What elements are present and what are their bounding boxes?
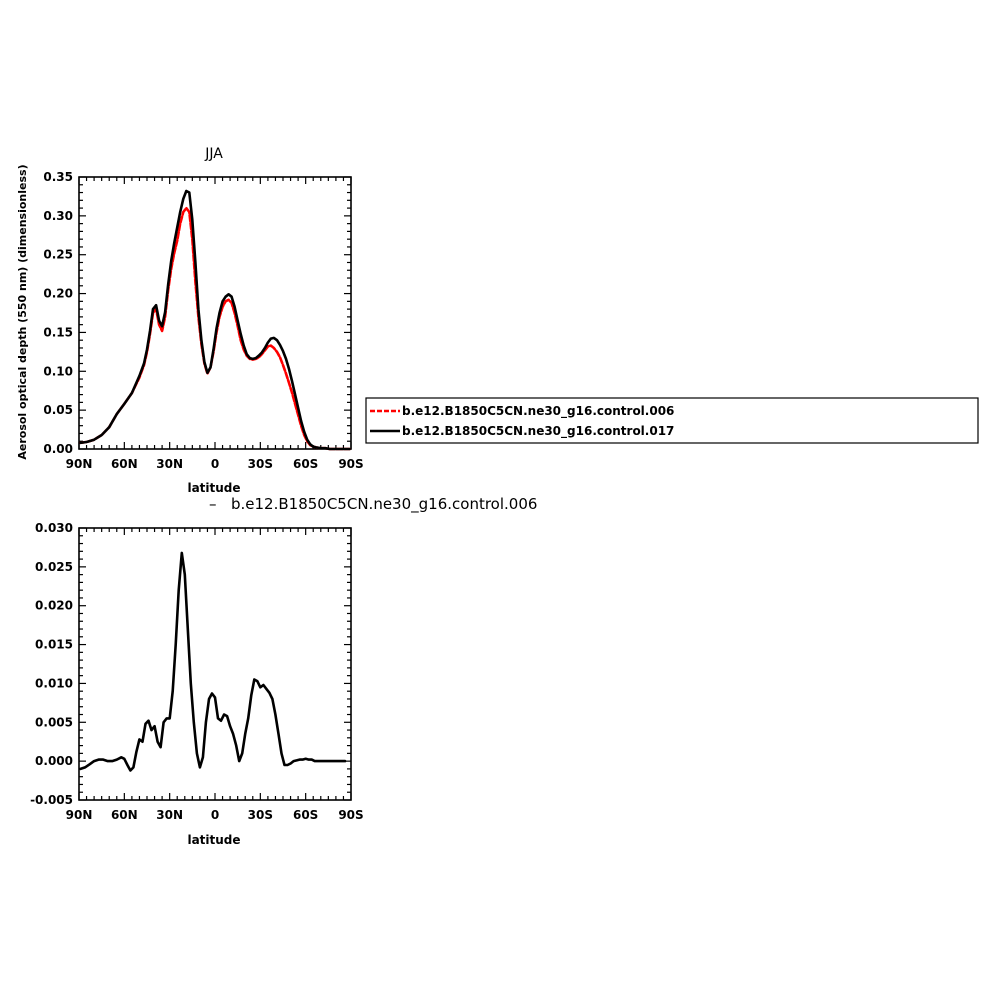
top-ytick-label: 0.15 xyxy=(43,325,73,339)
bottom-xtick-label: 60N xyxy=(111,808,138,822)
bottom-ytick-label: 0.010 xyxy=(35,676,73,690)
top-ytick-label: 0.05 xyxy=(43,403,73,417)
bottom-ytick-label: 0.005 xyxy=(35,715,73,729)
top-plot-area: 90N 60N 30N 0 30S 60S 90S 0.00 0.05 0.10 0.15 0.20 0… xyxy=(43,170,363,471)
bottom-xtick-label: 30S xyxy=(248,808,273,822)
bottom-ytick-label: 0.015 xyxy=(35,638,73,652)
legend-box xyxy=(365,397,979,444)
top-xtick-label: 90S xyxy=(338,457,363,471)
bottom-panel-title: b.e12.B1850C5CN.ne30_g16.control.006 xyxy=(231,495,537,514)
bottom-xtick-label: 90N xyxy=(66,808,93,822)
bottom-xtick-label: 30N xyxy=(156,808,183,822)
bottom-panel-title-dash: – xyxy=(209,495,217,513)
top-ytick-label: 0.20 xyxy=(43,287,73,301)
top-xtick-label: 30N xyxy=(156,457,183,471)
bottom-ytick-label: 0.030 xyxy=(35,521,73,535)
bottom-plot-area: 90N 60N 30N 0 30S 60S 90S -0.005 0.000 0.005 0.010… xyxy=(30,521,364,822)
bottom-series-line-difference xyxy=(79,551,347,772)
bottom-ytick-label: 0.020 xyxy=(35,599,73,613)
bottom-panel: – b.e12.B1850C5CN.ne30_g16.control.006 9… xyxy=(30,495,537,847)
top-xtick-label: 30S xyxy=(248,457,273,471)
top-xtick-label: 0 xyxy=(211,457,219,471)
top-xtick-label: 60S xyxy=(293,457,318,471)
top-ytick-label: 0.30 xyxy=(43,209,73,223)
legend-label-control-017: b.e12.B1850C5CN.ne30_g16.control.017 xyxy=(402,424,674,439)
top-series-line-017 xyxy=(79,189,351,451)
bottom-xtick-label: 0 xyxy=(211,808,219,822)
top-series-line-006 xyxy=(79,206,351,451)
top-panel-xlabel: latitude xyxy=(187,481,240,495)
bottom-ytick-label: -0.005 xyxy=(30,793,73,807)
legend-label-control-006: b.e12.B1850C5CN.ne30_g16.control.006 xyxy=(402,404,674,419)
bottom-panel-xlabel: latitude xyxy=(187,833,240,847)
top-ytick-label: 0.10 xyxy=(43,364,73,378)
bottom-ytick-label: 0.025 xyxy=(35,560,73,574)
legend: b.e12.B1850C5CN.ne30_g16.control.006 b.e… xyxy=(365,397,979,444)
top-ytick-label: 0.35 xyxy=(43,170,73,184)
top-xtick-label: 90N xyxy=(66,457,93,471)
top-ytick-label: 0.00 xyxy=(43,442,73,456)
top-panel-ylabel: Aerosol optical depth (550 nm) (dimensio… xyxy=(16,164,29,459)
bottom-xtick-label: 60S xyxy=(293,808,318,822)
bottom-ytick-label: 0.000 xyxy=(35,754,73,768)
bottom-xtick-label: 90S xyxy=(338,808,363,822)
top-ytick-label: 0.25 xyxy=(43,248,73,262)
top-panel: JJA 90N 60N 30N 0 30S 60S 90S 0.00 0.05 0.10 0.15 0… xyxy=(16,146,364,495)
top-xtick-label: 60N xyxy=(111,457,138,471)
top-panel-title: JJA xyxy=(204,146,223,162)
